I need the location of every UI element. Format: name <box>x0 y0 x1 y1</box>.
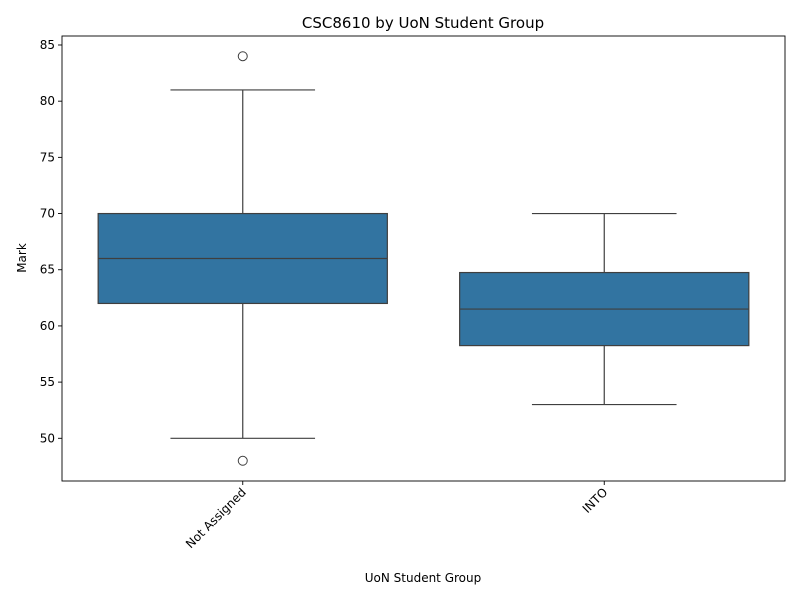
x-tick-label: Not Assigned <box>183 485 249 551</box>
axes-frame <box>61 35 786 482</box>
y-tick-label: 70 <box>40 207 55 221</box>
y-tick-label: 80 <box>40 94 55 108</box>
y-tick-label: 85 <box>40 38 55 52</box>
y-tick-label: 55 <box>40 375 55 389</box>
chart-title: CSC8610 by UoN Student Group <box>302 14 544 32</box>
outlier-point <box>237 51 248 62</box>
y-axis-label: Mark <box>15 243 29 273</box>
outlier-point <box>237 455 248 466</box>
box-group <box>459 212 750 406</box>
y-tick-label: 75 <box>40 150 55 164</box>
x-axis-label: UoN Student Group <box>365 571 482 585</box>
y-tick-label: 50 <box>40 431 55 445</box>
x-tick-label: INTO <box>580 485 611 516</box>
plot-area <box>97 51 750 466</box>
y-tick-label: 65 <box>40 263 55 277</box>
x-axis: Not Assigned INTO <box>183 481 610 551</box>
y-axis: 50 55 60 65 70 75 80 85 <box>40 38 62 445</box>
y-tick-label: 60 <box>40 319 55 333</box>
box-group <box>97 51 388 466</box>
